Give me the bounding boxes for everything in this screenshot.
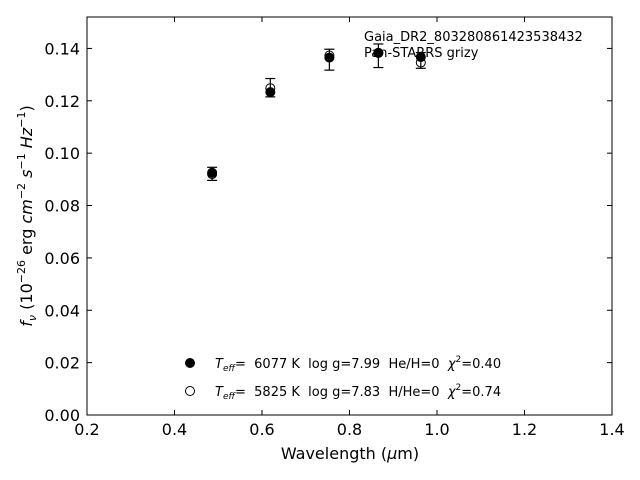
- annotation-line-1: Gaia_DR2_803280861423538432: [364, 30, 583, 45]
- y-tick-label: 0.10: [44, 144, 80, 163]
- y-tick-label: 0.14: [44, 39, 80, 58]
- model-point-open: [324, 50, 335, 61]
- y-tick-label: 0.12: [44, 92, 80, 111]
- y-tick-label: 0.02: [44, 354, 80, 373]
- model-point-open: [415, 57, 426, 68]
- y-tick-label: 0.04: [44, 301, 80, 320]
- x-tick-label: 1.0: [424, 420, 449, 439]
- legend-entry-filled: Teff= 6077 K log g=7.99 He/H=0 χ2=0.40: [185, 355, 501, 374]
- x-tick-label: 0.4: [162, 420, 187, 439]
- plot-frame: [86, 16, 613, 416]
- x-tick-label: 0.2: [74, 420, 99, 439]
- y-axis-label: fν (10−26 erg cm−2 s−1 Hz−1): [15, 105, 39, 326]
- legend-label-open: Teff= 5825 K log g=7.83 H/He=0 χ2=0.74: [215, 383, 501, 402]
- axis-ticks: 0.2 0.4 0.6 0.8 1.0 1.2 1.4 0.00 0.02 0.04 0.06 0.0…: [44, 17, 625, 439]
- legend: Teff= 6077 K log g=7.99 He/H=0 χ2=0.40 T…: [185, 355, 501, 402]
- data-points: [207, 47, 426, 180]
- y-tick-label: 0.00: [44, 406, 80, 425]
- x-tick-label: 1.2: [512, 420, 537, 439]
- legend-marker-filled: [185, 358, 195, 368]
- model-point-filled: [324, 52, 335, 63]
- y-tick-label: 0.06: [44, 249, 80, 268]
- model-point-filled: [415, 52, 426, 63]
- model-point-open: [207, 169, 218, 180]
- annotation-line-2: Pan-STARRS grizy: [364, 46, 479, 61]
- x-tick-label: 0.6: [249, 420, 274, 439]
- model-point-open: [265, 83, 276, 94]
- model-point-filled: [265, 87, 276, 98]
- y-tick-label: 0.08: [44, 197, 80, 216]
- x-tick-label: 1.4: [599, 420, 624, 439]
- legend-entry-open: Teff= 5825 K log g=7.83 H/He=0 χ2=0.74: [185, 383, 501, 402]
- x-tick-label: 0.8: [337, 420, 362, 439]
- error-bars: [207, 43, 426, 181]
- legend-marker-open: [185, 386, 195, 396]
- legend-label-filled: Teff= 6077 K log g=7.99 He/H=0 χ2=0.40: [215, 355, 501, 374]
- x-axis-label: Wavelength (μm): [281, 444, 419, 463]
- model-point-open: [373, 47, 384, 58]
